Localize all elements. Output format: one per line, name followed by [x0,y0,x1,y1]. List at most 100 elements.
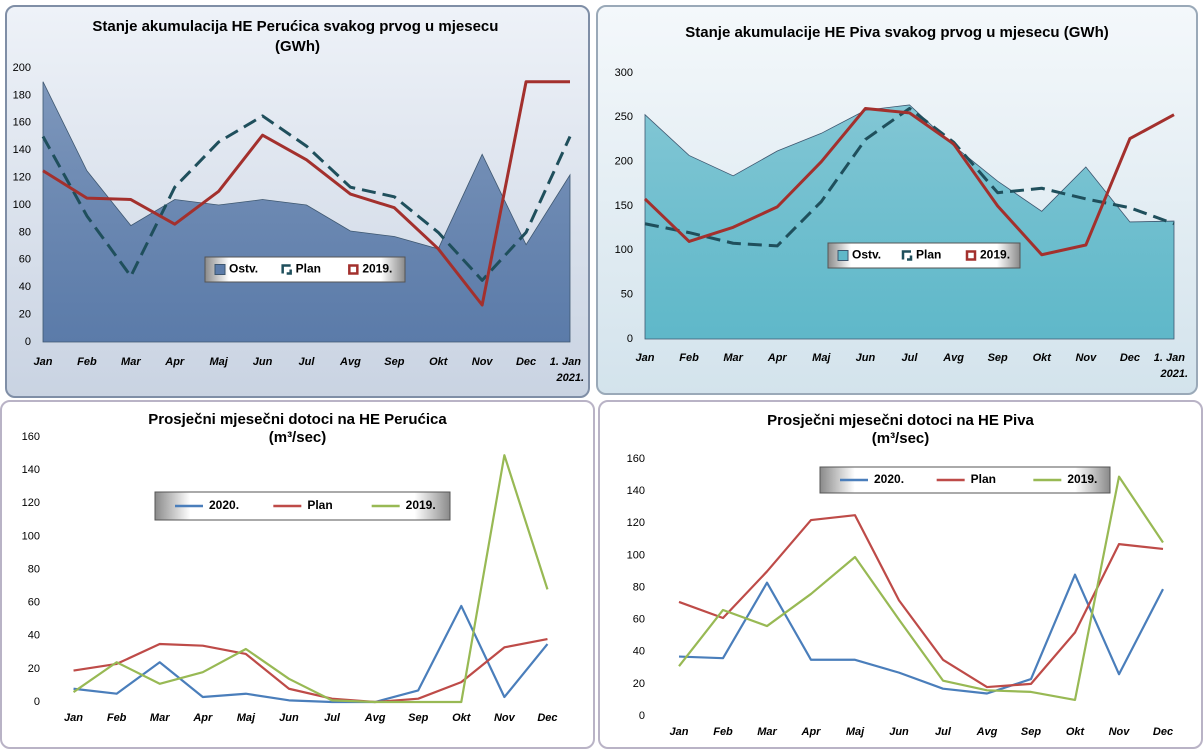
chart-panel: Stanje akumulacija HE Perućica svakog pr… [5,5,590,398]
x-tick-label: Sep [408,712,428,724]
y-tick-label: 180 [13,89,31,101]
y-tick-label: 0 [34,696,40,708]
x-tick-label: Jul [299,356,316,368]
y-tick-label: 80 [19,226,31,238]
legend-marker [837,250,849,261]
legend-marker [965,250,977,261]
x-tick-label: Feb [107,712,127,724]
chart-title: Prosječni mjesečni dotoci na HE Perućica [148,411,447,428]
y-tick-label: 140 [13,144,31,156]
legend-marker [348,264,359,275]
line [643,106,1175,257]
y-tick-label: 100 [627,549,645,561]
chart-title: Stanje akumulacije HE Piva svakog prvog … [685,24,1108,41]
y-tick-label: 20 [633,678,645,690]
y-tick-label: 0 [639,710,645,722]
chart-title: Prosječni mjesečni dotoci na HE Piva [767,412,1034,429]
x-tick-label: Jan [670,726,689,738]
y-tick-label: 50 [621,289,633,301]
legend-label: Plan [307,498,332,512]
x-tick-label: Maj [237,712,256,724]
y-tick-label: 100 [615,244,633,256]
legend-label: 2019. [406,498,436,512]
x-tick-label: Mar [723,352,743,364]
line [41,114,572,282]
x-tick-label: Nov [472,356,494,368]
x-tick-label: Mar [121,356,141,368]
line [72,454,549,704]
line [644,106,1175,248]
line [678,573,1164,695]
x-tick-label: Jun [253,356,273,368]
x-tick-label: Nov [494,712,516,724]
y-tick-label: 160 [22,431,40,443]
chart-panel: Prosječni mjesečni dotoci na HE Perućica… [0,400,595,749]
legend-label: 2019. [980,248,1010,262]
x-tick-label: Nov [1109,726,1131,738]
line [42,80,570,307]
x-tick-label: Maj [209,356,228,368]
y-tick-label: 120 [13,172,31,184]
legend-label: 2020. [209,498,239,512]
legend-marker [214,264,226,275]
x-tick-label: Okt [452,712,472,724]
x-tick-label: Avg [364,712,386,724]
legend-label: 2020. [874,472,904,486]
y-tick-label: 20 [19,309,31,321]
x-tick-label: Jan [64,712,83,724]
x-tick-label: Jun [889,726,909,738]
x-tick-label: Feb [679,352,699,364]
chart-subtitle: (m³/sec) [872,430,930,447]
x-tick-label: Jul [324,712,341,724]
panel-background [0,400,595,749]
x-tick-label: Jun [856,352,876,364]
x-tick-label: Mar [757,726,777,738]
line [678,475,1164,702]
x-tick-label: Okt [1066,726,1086,738]
legend-box [204,256,406,283]
y-tick-label: 200 [13,62,31,74]
y-tick-label: 250 [615,111,633,123]
y-tick-label: 60 [19,254,31,266]
legend-marker [281,264,292,275]
y-tick-label: 200 [615,156,633,168]
line [73,637,548,704]
chart-panel: Stanje akumulacije HE Piva svakog prvog … [596,5,1198,395]
legend-label: Ostv. [229,262,258,276]
x-tick-label: Dec [516,356,536,368]
y-tick-label: 0 [25,336,31,348]
x-tick-label: Dec [1120,352,1140,364]
x-tick-label: Apr [192,712,213,724]
x-tick-label: Dec [537,712,557,724]
x-tick-label: Sep [1021,726,1041,738]
x-tick-label: Sep [988,352,1008,364]
chart-subtitle: (m³/sec) [269,429,327,446]
x-tick-label: Maj [846,726,865,738]
legend-box [827,242,1021,269]
x-tick-label: Jun [279,712,299,724]
legend-marker [901,250,913,261]
x-tick-label: Feb [77,356,97,368]
x-tick-label: Mar [150,712,170,724]
x-tick-label: 1. Jan 2021. [1154,352,1188,380]
x-tick-label: Maj [812,352,831,364]
x-tick-label: Jan [636,352,655,364]
y-tick-label: 300 [615,67,633,79]
y-tick-label: 120 [627,517,645,529]
x-tick-label: Avg [942,352,964,364]
y-tick-label: 80 [633,581,645,593]
legend-label: 2019. [362,262,392,276]
legend-box [154,491,451,521]
x-tick-label: Jan [34,356,53,368]
y-tick-label: 0 [627,333,633,345]
line [678,514,1164,689]
x-tick-label: Okt [429,356,449,368]
legend-label: Plan [916,248,941,262]
y-tick-label: 140 [627,485,645,497]
x-tick-label: Jul [902,352,919,364]
y-tick-label: 100 [13,199,31,211]
x-tick-label: Dec [1153,726,1173,738]
y-tick-label: 160 [13,117,31,129]
x-tick-label: Jul [935,726,952,738]
x-tick-label: Okt [1033,352,1053,364]
